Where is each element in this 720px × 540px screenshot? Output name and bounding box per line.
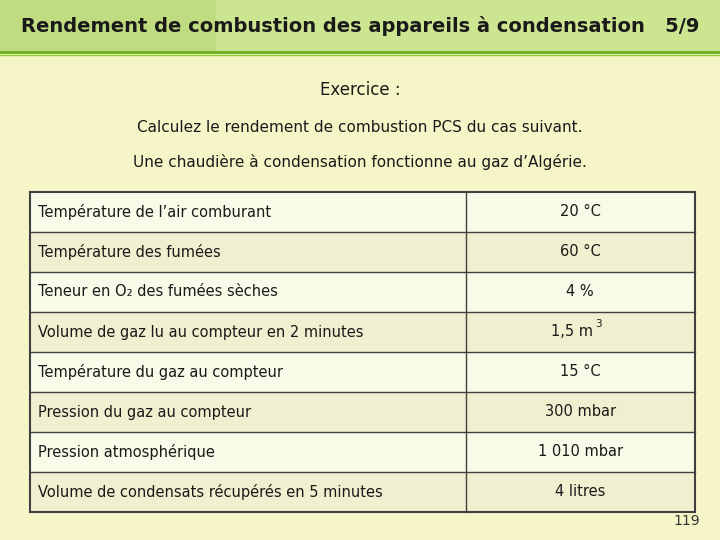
Text: Température des fumées: Température des fumées <box>38 244 221 260</box>
Text: 1 010 mbar: 1 010 mbar <box>538 444 623 460</box>
Bar <box>0 0 720 52</box>
Text: Pression atmosphérique: Pression atmosphérique <box>38 444 215 460</box>
Text: Rendement de combustion des appareils à condensation   5/9: Rendement de combustion des appareils à … <box>21 16 699 36</box>
Text: 300 mbar: 300 mbar <box>545 404 616 420</box>
Bar <box>30 352 695 392</box>
Text: 4 %: 4 % <box>567 285 594 300</box>
Text: 119: 119 <box>673 514 700 528</box>
Text: Exercice :: Exercice : <box>320 81 400 99</box>
Text: Pression du gaz au compteur: Pression du gaz au compteur <box>38 404 251 420</box>
Text: Calculez le rendement de combustion PCS du cas suivant.: Calculez le rendement de combustion PCS … <box>138 119 582 134</box>
Bar <box>30 312 695 352</box>
Bar <box>30 272 695 312</box>
Text: Volume de gaz lu au compteur en 2 minutes: Volume de gaz lu au compteur en 2 minute… <box>38 325 364 340</box>
Bar <box>30 432 695 472</box>
Bar <box>30 232 695 272</box>
Text: Température du gaz au compteur: Température du gaz au compteur <box>38 364 283 380</box>
Text: Volume de condensats récupérés en 5 minutes: Volume de condensats récupérés en 5 minu… <box>38 484 383 500</box>
Text: 1,5 m: 1,5 m <box>552 325 593 340</box>
Text: Teneur en O₂ des fumées sèches: Teneur en O₂ des fumées sèches <box>38 285 278 300</box>
Bar <box>30 472 695 512</box>
Text: 60 °C: 60 °C <box>560 245 600 260</box>
Text: 3: 3 <box>595 319 602 329</box>
Bar <box>30 392 695 432</box>
Bar <box>30 192 695 232</box>
Bar <box>30 192 695 512</box>
Text: Température de l’air comburant: Température de l’air comburant <box>38 204 271 220</box>
Text: 15 °C: 15 °C <box>560 364 600 380</box>
Text: 4 litres: 4 litres <box>555 484 606 500</box>
Bar <box>216 0 720 52</box>
Text: 20 °C: 20 °C <box>560 205 600 219</box>
Text: Une chaudière à condensation fonctionne au gaz d’Algérie.: Une chaudière à condensation fonctionne … <box>133 154 587 170</box>
